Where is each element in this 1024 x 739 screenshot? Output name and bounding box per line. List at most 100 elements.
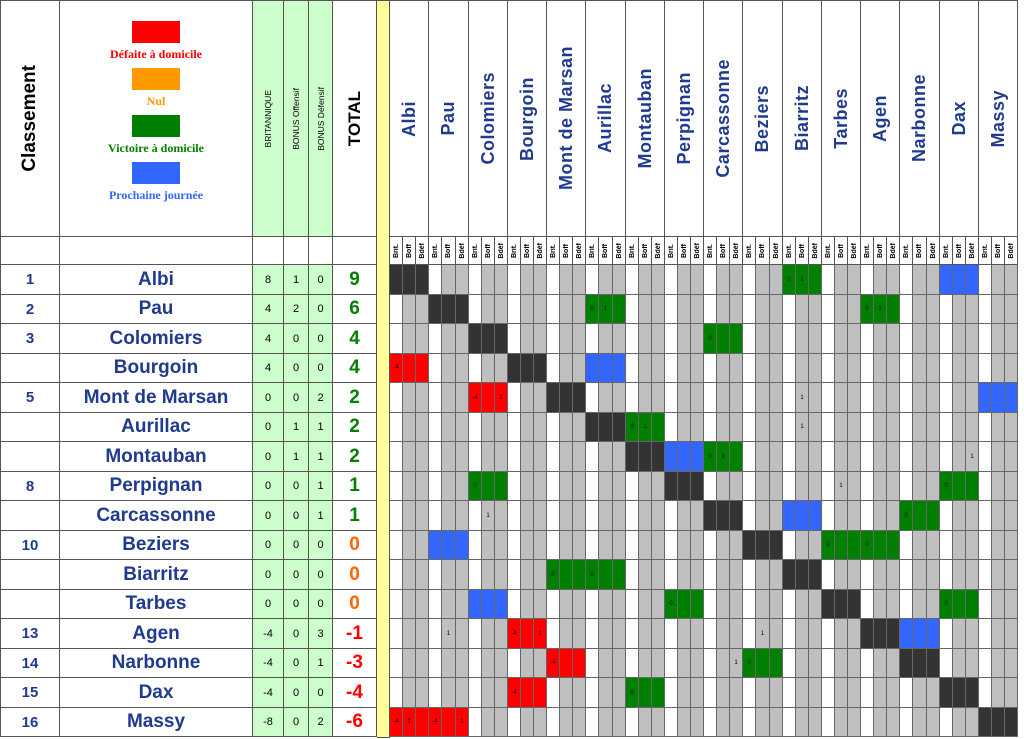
- result-cell: [508, 324, 521, 354]
- result-cell: [848, 324, 861, 354]
- result-cell: [691, 560, 704, 590]
- result-cell: [390, 472, 403, 501]
- result-cell: [560, 383, 573, 413]
- result-cell: [770, 324, 783, 354]
- result-cell: [848, 678, 861, 708]
- column-header-montauban: Montauban: [626, 0, 665, 237]
- result-cell: [586, 442, 599, 472]
- result-cell: [613, 383, 626, 413]
- result-cell: 1: [874, 295, 887, 324]
- result-cell: [900, 678, 913, 708]
- bonus-def-points: 0: [309, 590, 333, 619]
- result-cell: [756, 501, 770, 531]
- brit-points: 0: [253, 472, 284, 501]
- result-cell: [730, 472, 743, 501]
- result-cell: [560, 590, 573, 619]
- result-cell: [979, 678, 992, 708]
- result-cell: [940, 324, 953, 354]
- result-cell: 0: [704, 442, 717, 472]
- result-cell: [456, 560, 469, 590]
- result-cell: [586, 324, 599, 354]
- result-cell: [770, 708, 783, 737]
- result-cell: [534, 501, 547, 531]
- bonus-off-points: 0: [284, 531, 309, 560]
- total-header: TOTAL: [333, 0, 377, 237]
- result-cell: [783, 590, 796, 619]
- result-cell: [770, 531, 783, 560]
- result-cell: [822, 413, 835, 442]
- result-cell: [390, 619, 403, 649]
- result-cell: [874, 472, 887, 501]
- result-cell: [704, 295, 717, 324]
- result-cell: [560, 354, 573, 383]
- result-cell: [586, 265, 599, 295]
- total-points: -6: [333, 708, 377, 737]
- subheader-label: Brit.: [824, 243, 832, 258]
- result-cell: [665, 472, 678, 501]
- result-cell: [1005, 354, 1018, 383]
- subheader-blank-brit: [253, 237, 284, 265]
- result-cell: [639, 678, 652, 708]
- result-cell: [756, 531, 770, 560]
- result-cell: [626, 501, 639, 531]
- result-cell: [992, 708, 1005, 737]
- result-cell: [599, 354, 613, 383]
- result-cell: [927, 708, 940, 737]
- result-cell: [639, 560, 652, 590]
- result-cell: [390, 324, 403, 354]
- subheader-brit-: Brit.: [626, 237, 639, 265]
- column-header-label: Mont de Marsan: [555, 46, 576, 191]
- result-cell: [861, 413, 874, 442]
- column-header-aurillac: Aurillac: [586, 0, 626, 237]
- legend-label-nul: Nul: [146, 94, 166, 108]
- result-cell: [992, 413, 1005, 442]
- result-cell: [717, 501, 730, 531]
- result-cell: [508, 354, 521, 383]
- result-cell: [573, 501, 586, 531]
- team-name: Agen: [60, 619, 253, 649]
- result-cell: [639, 708, 652, 737]
- result-cell: 1: [835, 472, 848, 501]
- result-cell: [521, 383, 534, 413]
- result-cell: [770, 413, 783, 442]
- result-cell: [966, 590, 979, 619]
- rank-cell: 13: [0, 619, 60, 649]
- result-cell: [456, 531, 469, 560]
- result-cell: [495, 708, 508, 737]
- subheader-label: Boff: [955, 243, 963, 258]
- result-cell: [403, 501, 416, 531]
- result-cell: [482, 678, 495, 708]
- result-cell: [626, 590, 639, 619]
- result-cell: [927, 265, 940, 295]
- result-cell: [652, 501, 665, 531]
- result-cell: [927, 590, 940, 619]
- result-cell: [730, 678, 743, 708]
- rank-cell: [0, 560, 60, 590]
- result-cell: [456, 501, 469, 531]
- subheader-bd-f: Bdéf: [495, 237, 508, 265]
- result-cell: [652, 413, 665, 442]
- result-cell: [704, 678, 717, 708]
- result-cell: [887, 619, 900, 649]
- result-cell: 1: [639, 413, 652, 442]
- column-header-label: Agen: [869, 95, 890, 142]
- column-header-label: Tarbes: [830, 88, 851, 149]
- total-points: 0: [333, 531, 377, 560]
- result-cell: [809, 442, 822, 472]
- result-cell: 0: [469, 472, 482, 501]
- result-cell: [442, 442, 456, 472]
- result-cell: [940, 383, 953, 413]
- result-cell: [442, 560, 456, 590]
- result-cell: [534, 442, 547, 472]
- result-cell: [613, 590, 626, 619]
- result-cell: [691, 383, 704, 413]
- legend-swatch-victoire: [132, 115, 180, 137]
- result-cell: [874, 354, 887, 383]
- bonus-off-points: 0: [284, 619, 309, 649]
- result-cell: [429, 472, 442, 501]
- legend-label-victoire: Victoire à domicile: [108, 141, 204, 155]
- result-cell: [743, 501, 756, 531]
- subheader-label: Bdéf: [968, 242, 976, 259]
- result-cell: [599, 678, 613, 708]
- result-cell: [521, 619, 534, 649]
